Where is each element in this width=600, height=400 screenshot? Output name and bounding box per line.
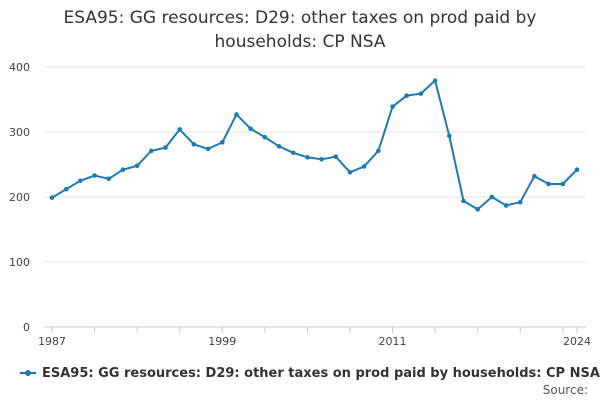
data-point[interactable] xyxy=(347,170,353,175)
data-point[interactable] xyxy=(290,150,296,156)
series-layer xyxy=(49,78,580,212)
legend-label: ESA95: GG resources: D29: other taxes on… xyxy=(42,365,600,381)
y-tick-label: 200 xyxy=(9,191,30,204)
data-point[interactable] xyxy=(177,127,183,132)
data-point[interactable] xyxy=(361,164,367,169)
data-point[interactable] xyxy=(106,176,112,182)
data-point[interactable] xyxy=(404,93,410,98)
chart-title-line-1: ESA95: GG resources: D29: other taxes on… xyxy=(63,8,537,28)
data-point[interactable] xyxy=(376,148,381,154)
data-point[interactable] xyxy=(489,194,495,200)
data-point[interactable] xyxy=(219,140,225,145)
data-point[interactable] xyxy=(560,181,566,187)
legend[interactable]: ESA95: GG resources: D29: other taxes on… xyxy=(20,363,600,383)
data-point[interactable] xyxy=(532,173,537,179)
y-tick-label: 300 xyxy=(9,126,30,139)
y-tick-label: 100 xyxy=(9,256,30,269)
data-point[interactable] xyxy=(305,155,310,160)
data-point[interactable] xyxy=(475,207,480,212)
data-point[interactable] xyxy=(461,198,466,204)
data-point[interactable] xyxy=(546,181,551,187)
y-tick-label: 0 xyxy=(23,321,30,334)
legend-marker-icon xyxy=(20,368,36,378)
data-point[interactable] xyxy=(49,195,55,200)
gridlines xyxy=(44,66,586,263)
data-point[interactable] xyxy=(248,126,253,132)
chart-title: ESA95: GG resources: D29: other taxes on… xyxy=(0,6,600,54)
data-point[interactable] xyxy=(191,142,197,147)
data-point[interactable] xyxy=(390,104,395,109)
data-point[interactable] xyxy=(92,173,97,178)
data-point[interactable] xyxy=(234,112,239,117)
chart-title-line-2: households: CP NSA xyxy=(214,32,386,52)
data-point[interactable] xyxy=(262,134,268,140)
data-point[interactable] xyxy=(319,157,324,162)
data-point[interactable] xyxy=(503,203,509,208)
data-point[interactable] xyxy=(432,78,438,83)
x-tick-label: 1987 xyxy=(38,335,66,348)
x-tick-label: 1999 xyxy=(208,335,236,348)
data-point[interactable] xyxy=(163,145,168,150)
source-label: Source: xyxy=(542,383,588,397)
data-point[interactable] xyxy=(78,178,83,184)
data-point[interactable] xyxy=(446,133,452,139)
series-line xyxy=(51,79,578,211)
x-tick-label: 2011 xyxy=(379,335,407,348)
axes: 0 100 200 300 400 1987 1999 2011 2024 xyxy=(9,61,591,348)
data-point[interactable] xyxy=(574,167,580,172)
data-point[interactable] xyxy=(333,154,339,159)
data-point[interactable] xyxy=(134,163,140,169)
data-point[interactable] xyxy=(418,91,424,96)
data-point[interactable] xyxy=(120,167,126,172)
y-tick-label: 400 xyxy=(9,61,30,74)
data-point[interactable] xyxy=(205,146,211,152)
data-point[interactable] xyxy=(276,144,282,149)
data-point[interactable] xyxy=(149,148,154,154)
data-point[interactable] xyxy=(517,199,523,205)
data-point[interactable] xyxy=(63,186,69,192)
x-tick-label: 2024 xyxy=(563,335,591,348)
